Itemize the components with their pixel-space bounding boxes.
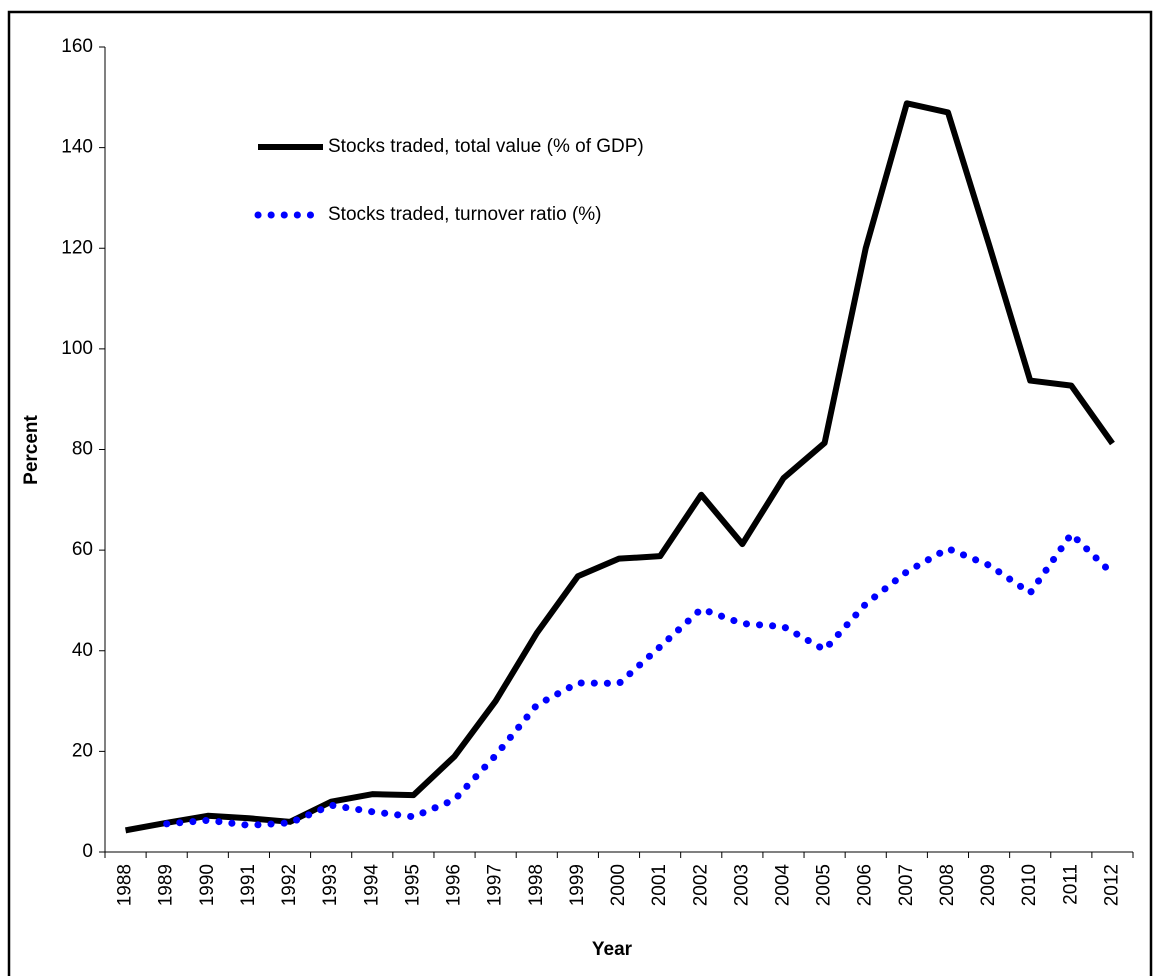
x-tick-label: 1994 xyxy=(361,864,382,907)
x-tick-label: 2008 xyxy=(937,864,958,906)
series-line xyxy=(163,528,1116,829)
x-tick-label: 1998 xyxy=(526,864,547,906)
x-tick-label: 2005 xyxy=(814,864,835,906)
x-tick-label: 1997 xyxy=(485,864,506,906)
x-tick-label: 2003 xyxy=(731,864,752,906)
y-tick-label: 160 xyxy=(61,36,93,57)
x-tick-label: 2011 xyxy=(1060,864,1081,905)
y-tick-label: 120 xyxy=(61,237,93,258)
x-tick-label: 1999 xyxy=(567,864,588,906)
x-tick-label: 2002 xyxy=(690,864,711,906)
x-tick-label: 2012 xyxy=(1101,864,1122,906)
y-tick-label: 140 xyxy=(61,137,93,158)
x-axis-label: Year xyxy=(592,939,633,960)
legend-label: Stocks traded, total value (% of GDP) xyxy=(328,136,644,157)
x-tick-label: 2001 xyxy=(649,864,670,906)
x-tick-label: 2006 xyxy=(855,864,876,906)
y-tick-label: 60 xyxy=(72,539,93,560)
x-tick-label: 1993 xyxy=(320,864,341,906)
y-tick-label: 100 xyxy=(61,338,93,359)
series-line xyxy=(125,100,1115,834)
x-tick-label: 2000 xyxy=(608,864,629,906)
x-tick-label: 1991 xyxy=(238,864,259,906)
x-tick-label: 2007 xyxy=(896,864,917,906)
x-tick-label: 2010 xyxy=(1019,864,1040,906)
x-tick-label: 1996 xyxy=(444,864,465,906)
x-tick-label: 1988 xyxy=(115,864,136,906)
y-tick-label: 40 xyxy=(72,640,93,661)
x-tick-label: 1992 xyxy=(279,864,300,906)
x-tick-label: 1995 xyxy=(402,864,423,906)
y-tick-label: 80 xyxy=(72,439,93,460)
x-tick-label: 2004 xyxy=(772,864,793,907)
y-tick-label: 20 xyxy=(72,740,93,761)
y-axis-label: Percent xyxy=(21,414,42,484)
x-tick-label: 1989 xyxy=(156,864,177,906)
x-tick-label: 1990 xyxy=(197,864,218,906)
legend-label: Stocks traded, turnover ratio (%) xyxy=(328,204,602,225)
y-tick-label: 0 xyxy=(82,841,93,862)
x-tick-label: 2009 xyxy=(978,864,999,906)
